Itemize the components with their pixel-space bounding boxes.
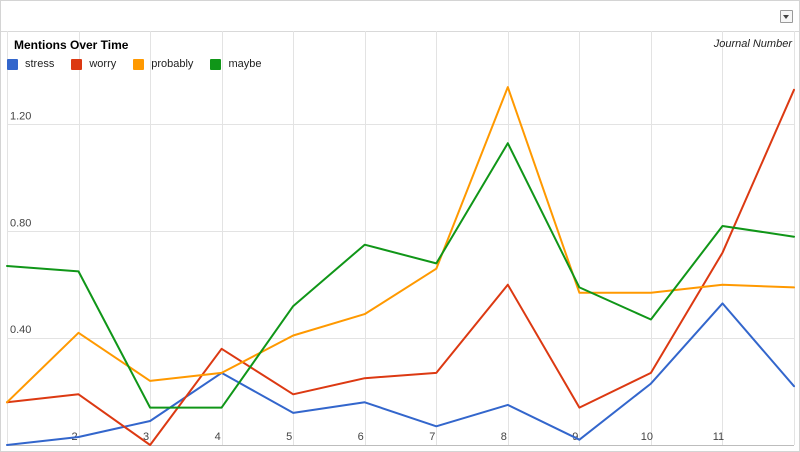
legend-label: stress (25, 58, 55, 70)
chart-legend: stress worry probably maybe (7, 56, 278, 72)
series-line-probably (6, 86, 795, 404)
chart-toolbar (1, 1, 799, 32)
chevron-down-icon (783, 15, 789, 19)
y-tick-label: 1.20 (10, 110, 31, 122)
x-tick-label: 10 (641, 431, 653, 443)
x-tick-label: 8 (501, 431, 507, 443)
x-axis-title: Journal Number (713, 38, 792, 50)
legend-label: probably (151, 58, 194, 70)
gridlines (7, 31, 795, 445)
legend-swatch (71, 58, 83, 70)
x-tick-label: 5 (286, 431, 292, 443)
y-tick-label: 0.40 (10, 324, 31, 336)
legend-label: worry (89, 58, 117, 70)
chart-menu-button[interactable] (780, 10, 793, 23)
legend-item-maybe[interactable]: maybe (210, 58, 261, 70)
x-tick-label: 7 (429, 431, 435, 443)
series-line-maybe (6, 142, 795, 409)
x-tick-label: 4 (215, 431, 221, 443)
legend-item-worry[interactable]: worry (71, 58, 116, 70)
x-tick-label: 11 (713, 431, 724, 443)
legend-swatch (133, 58, 145, 70)
chart-title: Mentions Over Time (14, 38, 129, 52)
legend-label: maybe (228, 58, 262, 70)
x-tick-label: 6 (358, 431, 364, 443)
legend-item-probably[interactable]: probably (133, 58, 193, 70)
legend-swatch (210, 58, 222, 70)
series-line-worry (6, 88, 795, 446)
x-tick-label: 3 (143, 431, 149, 443)
y-tick-label: 0.80 (10, 217, 31, 229)
series-line-stress (6, 302, 795, 446)
legend-item-stress[interactable]: stress (7, 58, 54, 70)
legend-swatch (7, 58, 18, 70)
